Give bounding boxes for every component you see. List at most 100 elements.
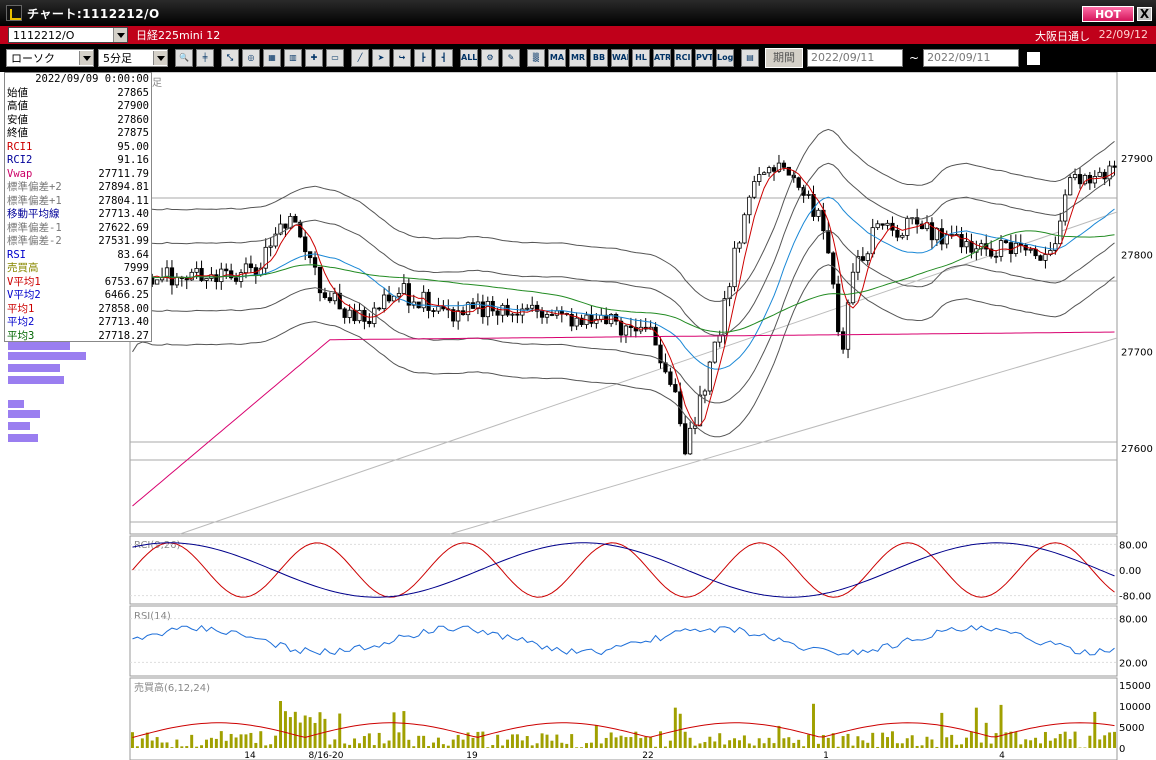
candle-body [687,427,693,455]
chart-type-select[interactable]: ローソク [6,49,94,67]
volume-bar [1009,731,1013,748]
date-to-field[interactable]: 2022/09/11 [923,49,1020,67]
volume-bar [150,740,154,748]
hl-icon[interactable]: HL [632,49,650,67]
volume-bar [269,744,273,748]
candle-body [278,223,283,235]
info-row: 平均1 27858.00 [5,303,151,317]
chart-area[interactable]: 27900 27800 27700 27600 足 RCI(9,26) 80.00 0.00 -… [0,72,1156,760]
volume-bar [1088,735,1092,748]
volume-bar [565,743,569,748]
line-tool-icon[interactable]: ╱ [351,49,369,67]
candle-body [401,283,407,294]
rci-tick-label: -80.00 [1119,592,1151,603]
volume-bar [1058,733,1062,748]
candle-body [786,166,791,176]
volume-bar [1113,731,1117,748]
chart-icon[interactable]: ▦ [263,49,281,67]
config-icon[interactable]: ⚙ [481,49,499,67]
pvt-icon[interactable]: PVT [695,49,713,67]
volume-bar [422,735,426,748]
volume-bar [234,737,238,748]
candle-body [377,307,382,310]
close-icon[interactable]: X [1137,7,1152,21]
chevron-down-icon[interactable] [79,51,93,65]
range-checkbox[interactable] [1027,51,1041,65]
wrench-icon[interactable]: ✎ [502,49,520,67]
ma-mid-line [132,196,1115,370]
volume-bar [792,742,796,748]
candle-body [214,274,219,283]
volume-bar [333,739,337,748]
volume-bar [723,744,727,748]
volume-bar [407,739,411,748]
candle-b-icon[interactable]: ┫ [435,49,453,67]
bb-icon[interactable]: BB [590,49,608,67]
info-label: RCI2 [7,154,33,166]
volume-bar [644,736,648,748]
x-tick-label: 22 [642,751,653,760]
candle-body [702,390,708,396]
magnify-icon[interactable]: ◎ [242,49,260,67]
palette-icon[interactable]: ▒ [527,49,545,67]
chevron-down-icon[interactable] [113,28,127,42]
hot-button[interactable]: HOT [1082,6,1134,22]
trend-icon[interactable]: ⤡ [221,49,239,67]
candle-a-icon[interactable]: ┣ [414,49,432,67]
info-label: 終値 [7,127,28,139]
atr-icon[interactable]: ATR [653,49,671,67]
export-icon[interactable]: ▤ [741,49,759,67]
all-icon[interactable]: ALL [460,49,478,67]
volume-bar [1098,739,1102,748]
info-row: 高値 27900 [5,100,151,114]
symbol-select[interactable]: 1112212/O [8,27,128,43]
volume-bar [367,733,371,748]
symbol-code[interactable]: 1112212/O [13,28,75,42]
candle-body [382,294,387,309]
zoom-in-icon[interactable]: 🔍 [175,49,193,67]
candle-body [919,223,925,230]
candle-body [757,174,762,182]
ma-icon[interactable]: MA [548,49,566,67]
mr-icon[interactable]: MR [569,49,587,67]
rci-tick-label: 80.00 [1119,540,1148,551]
chevron-down-icon[interactable] [153,51,167,65]
plus-icon[interactable]: ✚ [305,49,323,67]
candle-body [317,266,323,294]
date-from-field[interactable]: 2022/09/11 [807,49,903,67]
mini-icon[interactable]: ▭ [326,49,344,67]
volume-bar [659,731,662,748]
candle-body [396,293,402,297]
candle-body [628,325,634,328]
title-bar[interactable]: チャート:1112212/O HOT X [0,0,1156,26]
volume-bar [915,745,919,748]
candle-body [367,320,372,324]
volume-bar [244,734,248,748]
period-button[interactable]: 期間 [765,48,803,68]
wae-icon[interactable]: WAE [611,49,629,67]
info-value: 83.64 [117,248,149,261]
interval-select[interactable]: 5分足 [98,49,168,67]
price-chart[interactable]: 27900 27800 27700 27600 足 RCI(9,26) 80.00 0.00 -… [0,72,1156,760]
volume-bar [826,737,830,748]
log-icon[interactable]: Log [716,49,734,67]
arrow-icon[interactable]: ↪ [393,49,411,67]
volume-bar [535,743,539,748]
volume-bar [224,740,228,748]
candle-body [298,221,303,238]
volume-bar [733,738,737,748]
info-value: 27531.99 [98,235,149,247]
volume-bar [969,731,973,748]
cursor-icon[interactable]: ➤ [372,49,390,67]
volume-profile-bar [8,376,64,384]
volume-bar [427,746,431,748]
info-label: 平均1 [7,302,35,315]
candle-body [796,177,801,188]
candle-body [712,341,717,363]
volume-bar [960,744,964,748]
rci-icon[interactable]: RCI [674,49,692,67]
bars-icon[interactable]: ▥ [284,49,302,67]
volume-bar [762,743,766,748]
volume-bar [441,744,445,748]
crosshair-icon[interactable]: ╪ [196,49,214,67]
